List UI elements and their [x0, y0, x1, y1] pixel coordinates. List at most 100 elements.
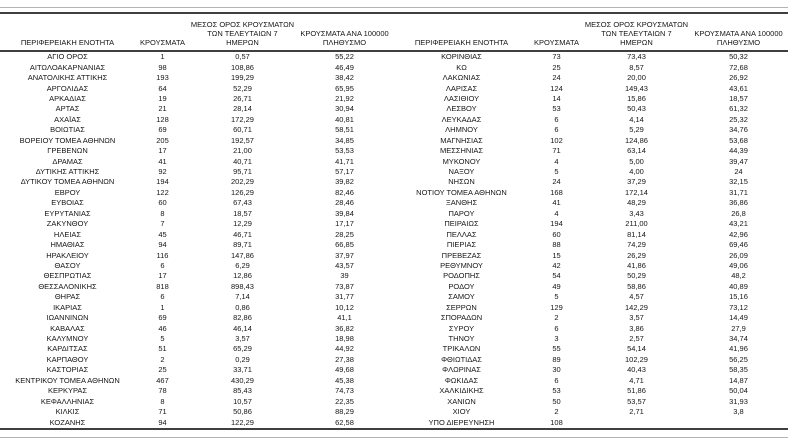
table-row: ΞΑΝΘΗΣ 41 48,29 36,86 [394, 198, 788, 208]
value-cell: 98 [158, 63, 167, 72]
value-cell: 8 [160, 209, 165, 218]
region-name-cell: ΘΑΣΟΥ [54, 261, 81, 270]
value-cell: 36,82 [335, 324, 354, 333]
value-cell: 34,76 [729, 126, 748, 135]
region-name-cell: ΛΑΡΙΣΑΣ [445, 84, 478, 93]
top-thin-divider [0, 7, 788, 8]
value-cell: 17,17 [335, 220, 354, 229]
value-cell: 39,82 [335, 178, 354, 187]
value-cell: 39 [340, 272, 349, 281]
table-row: ΚΩ 25 8,57 72,68 [394, 62, 788, 72]
region-name-cell: ΜΑΓΝΗΣΙΑΣ [440, 136, 483, 145]
value-cell: 40,43 [627, 366, 646, 375]
value-cell: 122 [156, 188, 169, 197]
value-cell: 2 [554, 408, 559, 417]
value-cell: 6 [160, 293, 165, 302]
value-cell: 7 [160, 220, 165, 229]
region-name-cell: ΚΑΡΔΙΤΣΑΣ [47, 345, 88, 354]
value-cell: 12,86 [233, 272, 252, 281]
table-row: ΧΑΛΚΙΔΙΚΗΣ 53 51,86 50,04 [394, 386, 788, 396]
value-cell: 30 [552, 366, 561, 375]
region-name-cell: ΒΟΡΕΙΟΥ ΤΟΜΕΑ ΑΘΗΝΩΝ [19, 136, 116, 145]
table-right-half: ΠΕΡΙΦΕΡΕΙΑΚΗ ΕΝΟΤΗΤΑ ΚΡΟΥΣΜΑΤΑ ΜΕΣΟΣ ΟΡΟ… [394, 0, 788, 446]
region-name-cell: ΜΕΣΣΗΝΙΑΣ [439, 147, 484, 156]
region-name-cell: ΔΡΑΜΑΣ [52, 157, 83, 166]
region-name-cell: ΛΗΜΝΟΥ [445, 126, 478, 135]
value-cell: 18,57 [233, 209, 252, 218]
value-cell: 102 [550, 136, 563, 145]
table-row: ΘΑΣΟΥ 6 6,29 43,57 [0, 261, 394, 271]
table-row: ΛΑΚΩΝΙΑΣ 24 20,00 26,92 [394, 73, 788, 83]
value-cell: 12,29 [233, 220, 252, 229]
region-name-cell: ΚΑΡΠΑΘΟΥ [46, 355, 89, 364]
region-name-cell: ΠΕΙΡΑΙΩΣ [444, 220, 479, 229]
value-cell: 60,71 [233, 126, 252, 135]
table-row: ΚΟΖΑΝΗΣ 94 122,29 62,58 [0, 417, 394, 427]
value-cell: 18,57 [729, 94, 748, 103]
value-cell: 1 [160, 53, 165, 62]
table-top-border [0, 12, 788, 14]
value-cell: 3 [554, 335, 559, 344]
value-cell: 22,35 [335, 397, 354, 406]
value-cell: 78 [158, 387, 167, 396]
value-cell: 33,71 [233, 366, 252, 375]
value-cell: 89 [552, 355, 561, 364]
region-name-cell: ΣΑΜΟΥ [448, 293, 475, 302]
region-name-cell: ΒΟΙΩΤΙΑΣ [50, 126, 85, 135]
table-row: ΝΗΣΩΝ 24 37,29 32,15 [394, 177, 788, 187]
table-row: ΑΧΑΪΑΣ 128 172,29 40,81 [0, 115, 394, 125]
column-header-cases: ΚΡΟΥΣΜΑΤΑ [140, 38, 185, 47]
table-row: ΚΕΡΚΥΡΑΣ 78 85,43 74,73 [0, 386, 394, 396]
value-cell: 128 [156, 115, 169, 124]
value-cell: 21,00 [233, 147, 252, 156]
value-cell: 95,71 [233, 168, 252, 177]
table-row: ΚΑΒΑΛΑΣ 46 46,14 36,82 [0, 323, 394, 333]
value-cell: 202,29 [231, 178, 254, 187]
region-name-cell: ΑΡΚΑΔΙΑΣ [49, 94, 86, 103]
region-name-cell: ΧΑΝΙΩΝ [447, 397, 476, 406]
region-name-cell: ΠΙΕΡΙΑΣ [446, 241, 477, 250]
region-name-cell: ΑΡΤΑΣ [55, 105, 80, 114]
value-cell: 82,86 [233, 314, 252, 323]
value-cell: 194 [156, 178, 169, 187]
value-cell: 56,25 [729, 355, 748, 364]
region-name-cell: ΗΛΕΙΑΣ [53, 230, 82, 239]
table-row: ΔΡΑΜΑΣ 41 40,71 41,71 [0, 156, 394, 166]
value-cell: 50,32 [729, 53, 748, 62]
value-cell: 2,71 [629, 408, 644, 417]
region-name-cell: ΚΑΒΑΛΑΣ [50, 324, 85, 333]
table-row: ΝΟΤΙΟΥ ΤΟΜΕΑ ΑΘΗΝΩΝ 168 172,14 31,71 [394, 188, 788, 198]
region-name-cell: ΑΙΤΩΛΟΑΚΑΡΝΑΝΙΑΣ [29, 63, 106, 72]
value-cell: 50 [552, 397, 561, 406]
value-cell: 31,71 [729, 188, 748, 197]
value-cell: 53,68 [729, 136, 748, 145]
region-name-cell: ΑΧΑΪΑΣ [54, 115, 81, 124]
table-body-right: ΚΟΡΙΝΘΙΑΣ 73 73,43 50,32 ΚΩ 25 8,57 72,68 ΛΑΚΩΝΙ… [394, 52, 788, 428]
region-name-cell: ΛΑΚΩΝΙΑΣ [442, 74, 481, 83]
value-cell: 89,71 [233, 241, 252, 250]
value-cell: 94 [158, 241, 167, 250]
table-row: ΑΡΓΟΛΙΔΑΣ 64 52,29 65,95 [0, 83, 394, 93]
value-cell: 21,92 [335, 94, 354, 103]
table-row: ΚΕΦΑΛΛΗΝΙΑΣ 8 10,57 22,35 [0, 396, 394, 406]
column-header-per-100000: ΚΡΟΥΣΜΑΤΑ ΑΝΑ 100000 ΠΛΗΘΥΣΜΟ [694, 29, 783, 47]
value-cell: 50,86 [233, 408, 252, 417]
value-cell: 27,9 [731, 324, 746, 333]
region-name-cell: ΗΡΑΚΛΕΙΟΥ [46, 251, 89, 260]
value-cell: 20,00 [627, 74, 646, 83]
value-cell: 28,14 [233, 105, 252, 114]
table-row: ΕΒΡΟΥ 122 126,29 82,46 [0, 188, 394, 198]
region-name-cell: ΡΕΘΥΜΝΟΥ [440, 261, 483, 270]
table-row: ΑΙΤΩΛΟΑΚΑΡΝΑΝΙΑΣ 98 108,86 46,49 [0, 62, 394, 72]
value-cell: 41,71 [335, 157, 354, 166]
value-cell: 124,86 [625, 136, 648, 145]
region-name-cell: ΦΘΙΩΤΙΔΑΣ [441, 355, 482, 364]
value-cell: 3,57 [629, 314, 644, 323]
value-cell: 74,73 [335, 387, 354, 396]
value-cell: 49 [552, 282, 561, 291]
value-cell: 8 [160, 397, 165, 406]
value-cell: 73,12 [729, 303, 748, 312]
value-cell: 108 [550, 418, 563, 427]
region-name-cell: ΚΟΡΙΝΘΙΑΣ [441, 53, 482, 62]
